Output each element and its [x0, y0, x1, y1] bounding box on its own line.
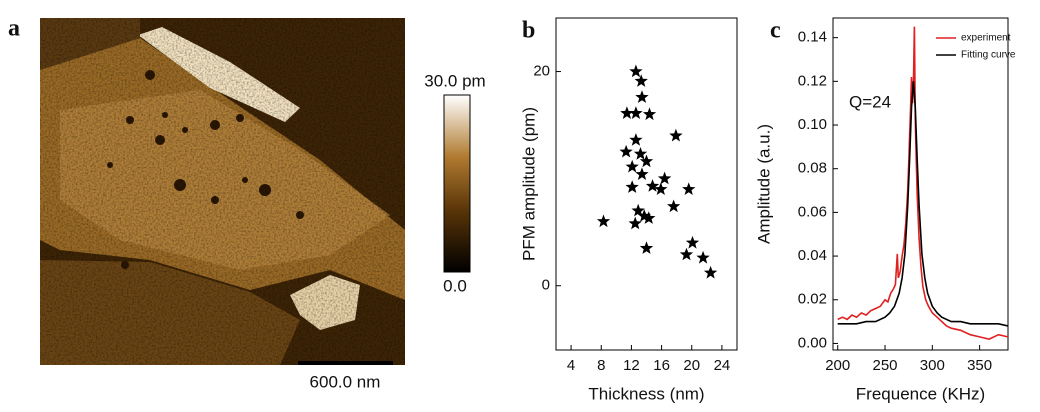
panel-label: c — [770, 18, 781, 44]
y-tick-label: 0.10 — [798, 116, 827, 133]
y-tick-label: 0.14 — [798, 29, 827, 46]
star-point — [696, 250, 710, 264]
y-axis-label: PFM amplitude (pm) — [519, 107, 538, 261]
annotation: Q=24 — [849, 92, 891, 111]
panel-label: b — [522, 18, 535, 44]
x-tick-label: 350 — [967, 357, 992, 374]
star-point — [703, 265, 718, 279]
star-point — [625, 159, 639, 173]
star-point — [635, 90, 649, 103]
star-point — [635, 167, 649, 180]
star-point — [629, 64, 643, 78]
star-point — [654, 182, 668, 195]
x-axis-label: Thickness (nm) — [588, 384, 704, 403]
star-point — [631, 203, 645, 217]
x-tick-label: 8 — [597, 357, 605, 374]
scale-bar — [298, 361, 393, 365]
colorbar-max: 30.0 pm — [424, 71, 485, 90]
star-point — [628, 216, 642, 230]
scale-bar-label: 600.0 nm — [310, 372, 381, 391]
star-point — [620, 106, 634, 119]
star-point — [625, 180, 639, 193]
y-tick-label: 0.06 — [798, 203, 827, 220]
star-point — [629, 106, 643, 119]
image-texture — [40, 18, 405, 365]
x-tick-label: 4 — [567, 357, 575, 374]
legend-label: Fitting curve — [961, 50, 1016, 61]
star-point — [596, 214, 611, 228]
panel-label: a — [8, 16, 20, 42]
y-tick-label: 0.00 — [798, 334, 827, 351]
star-point — [619, 144, 633, 158]
series-line — [837, 81, 1008, 327]
legend-label: experiment — [961, 33, 1011, 44]
star-point — [685, 235, 700, 249]
y-tick-label: 0.04 — [798, 247, 827, 264]
y-tick-label: 0 — [542, 277, 550, 294]
star-point — [645, 179, 660, 192]
y-tick-label: 0.12 — [798, 72, 827, 89]
plot-frame — [832, 17, 1009, 351]
star-point — [642, 107, 657, 121]
colorbar — [443, 94, 471, 273]
star-point — [639, 241, 654, 254]
y-axis-label: Amplitude (a.u.) — [754, 124, 773, 244]
x-tick-label: 12 — [623, 357, 640, 374]
star-point — [633, 147, 648, 160]
star-point — [642, 211, 656, 224]
star-point — [634, 74, 648, 87]
star-point — [639, 154, 654, 168]
star-point — [629, 133, 643, 146]
y-tick-label: 0.02 — [798, 291, 827, 308]
star-point — [667, 199, 681, 213]
x-tick-label: 24 — [714, 357, 731, 374]
x-tick-label: 20 — [683, 357, 700, 374]
x-tick-label: 16 — [653, 357, 670, 374]
y-tick-label: 20 — [533, 63, 550, 80]
x-tick-label: 200 — [825, 357, 850, 374]
star-point — [657, 171, 672, 185]
star-point — [679, 247, 694, 261]
series-line — [837, 26, 1008, 340]
y-tick-label: 0.08 — [798, 160, 827, 177]
star-point — [637, 209, 651, 222]
star-point — [669, 128, 683, 142]
plot-area — [837, 26, 1008, 340]
x-tick-label: 300 — [920, 357, 945, 374]
afm-image — [40, 18, 405, 365]
star-point — [682, 182, 696, 195]
x-axis-label: Frequence (KHz) — [856, 384, 985, 403]
plot-frame — [555, 17, 738, 351]
x-tick-label: 250 — [873, 357, 898, 374]
colorbar-min: 0.0 — [443, 276, 467, 295]
